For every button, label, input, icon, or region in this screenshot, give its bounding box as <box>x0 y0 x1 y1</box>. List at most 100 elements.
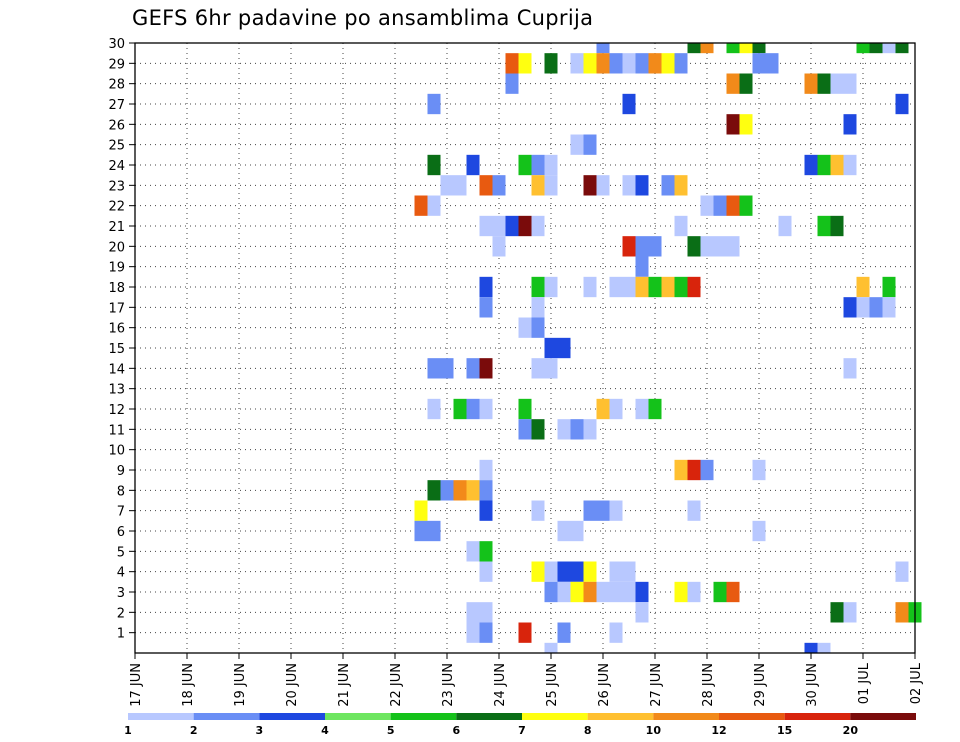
heatmap-cell <box>518 419 532 440</box>
heatmap-cell <box>635 398 649 420</box>
heatmap-cell <box>622 53 636 74</box>
heatmap-cell <box>674 175 688 196</box>
y-tick-label: 27 <box>108 98 125 113</box>
heatmap-cell <box>531 317 545 338</box>
y-tick-label: 22 <box>108 200 125 215</box>
heatmap-cell <box>635 581 649 603</box>
colorbar-label: 8 <box>584 724 592 737</box>
y-tick-label: 19 <box>108 261 125 276</box>
heatmap-cell <box>557 337 571 359</box>
colorbar-label: 10 <box>646 724 662 737</box>
heatmap-cell <box>544 337 558 359</box>
heatmap-cell <box>531 215 545 237</box>
heatmap-cell <box>687 276 701 298</box>
heatmap-cell <box>479 297 493 318</box>
heatmap-cell <box>570 53 584 74</box>
heatmap-cell <box>479 398 493 420</box>
x-tick-label: 29 JUN <box>753 663 768 707</box>
heatmap-cell <box>427 195 441 216</box>
colorbar-segment <box>193 713 260 720</box>
heatmap-cell <box>622 581 636 603</box>
heatmap-cell <box>687 500 701 521</box>
heatmap-cell <box>843 114 857 135</box>
y-tick-label: 15 <box>108 342 125 357</box>
y-tick-label: 13 <box>108 383 125 398</box>
heatmap-cell <box>557 520 571 542</box>
x-tick-label: 18 JUN <box>181 663 196 707</box>
heatmap-cell <box>531 500 545 521</box>
heatmap-cell <box>635 602 649 623</box>
heatmap-cell <box>843 358 857 379</box>
heatmap-cell <box>609 398 623 420</box>
heatmap-cell <box>726 581 740 603</box>
heatmap-cell <box>479 459 493 481</box>
colorbar-segment <box>259 713 325 720</box>
heatmap-cell <box>622 561 636 582</box>
heatmap-cell <box>414 500 428 521</box>
heatmap-cell <box>479 500 493 521</box>
heatmap-cell <box>648 53 662 74</box>
heatmap-cell <box>726 73 740 94</box>
heatmap-cell <box>674 276 688 298</box>
heatmap-cell <box>635 175 649 196</box>
heatmap-cell <box>895 43 909 54</box>
heatmap-cell <box>661 276 675 298</box>
heatmap-cell <box>687 236 701 257</box>
heatmap-cell <box>570 134 584 155</box>
heatmap-cell <box>518 53 532 74</box>
heatmap-cell <box>622 236 636 257</box>
heatmap-cell <box>830 602 844 623</box>
heatmap-cell <box>609 622 623 643</box>
y-tick-label: 5 <box>117 545 125 560</box>
heatmap-cell <box>570 520 584 542</box>
heatmap-cell <box>440 175 454 196</box>
colorbar-label: 20 <box>843 724 859 737</box>
heatmap-cell <box>544 581 558 603</box>
y-tick-label: 23 <box>108 179 125 194</box>
y-tick-label: 2 <box>117 606 125 621</box>
heatmap-cell <box>830 73 844 94</box>
heatmap-cell <box>622 175 636 196</box>
y-tick-label: 8 <box>117 484 125 499</box>
heatmap-cell <box>687 581 701 603</box>
heatmap-cell <box>518 317 532 338</box>
heatmap-cell <box>414 195 428 216</box>
colorbar-label: 12 <box>711 724 726 737</box>
y-tick-label: 30 <box>108 37 125 52</box>
heatmap-cell <box>726 43 740 54</box>
y-tick-label: 28 <box>108 78 125 93</box>
heatmap-cell <box>492 215 506 237</box>
colorbar-label: 2 <box>190 724 198 737</box>
heatmap-cell <box>583 500 597 521</box>
heatmap-cell <box>830 215 844 237</box>
colorbar-label: 7 <box>518 724 526 737</box>
heatmap-cell <box>674 581 688 603</box>
heatmap-cell <box>518 398 532 420</box>
heatmap-cell <box>596 43 610 54</box>
heatmap-cell <box>596 398 610 420</box>
y-tick-label: 26 <box>108 118 125 133</box>
heatmap-cell <box>531 276 545 298</box>
heatmap-cell <box>570 561 584 582</box>
heatmap-cell <box>700 195 714 216</box>
y-tick-label: 9 <box>117 464 125 479</box>
heatmap-cell <box>635 276 649 298</box>
heatmap-cell <box>609 500 623 521</box>
heatmap-cell <box>570 581 584 603</box>
heatmap-cell <box>869 297 883 318</box>
heatmap-cell <box>583 53 597 74</box>
y-tick-label: 25 <box>108 139 125 154</box>
heatmap-cell <box>726 195 740 216</box>
heatmap-cell <box>895 602 909 623</box>
x-tick-label: 21 JUN <box>337 663 352 707</box>
y-tick-label: 18 <box>108 281 125 296</box>
heatmap-cell <box>492 236 506 257</box>
x-tick-label: 02 JUL <box>909 662 924 704</box>
heatmap-cell <box>518 622 532 643</box>
heatmap-cell <box>804 73 818 94</box>
heatmap-cell <box>674 459 688 481</box>
heatmap-cell <box>479 276 493 298</box>
heatmap-cell <box>531 561 545 582</box>
y-tick-label: 14 <box>108 362 125 377</box>
